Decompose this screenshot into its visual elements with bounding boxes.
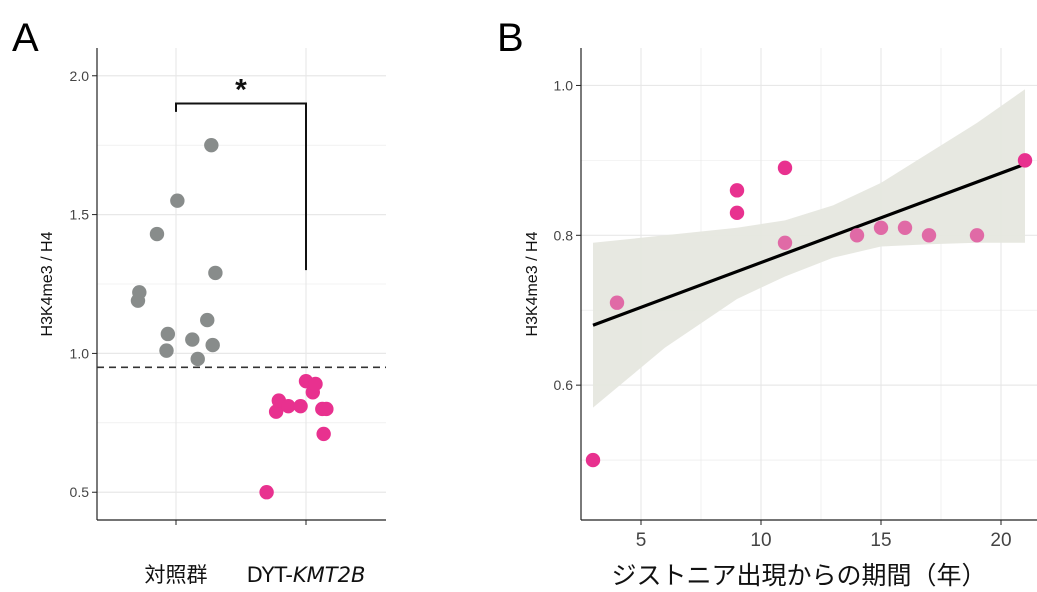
patient-point [308,376,323,392]
data-point [729,205,745,221]
significance-bracket [175,102,307,271]
control-point [185,332,200,347]
chart-a: 0.5 1.0 1.5 2.0 H3K4me3 / H4 対照群 DYT-KMT2B * [39,48,386,587]
regression-line [592,162,1026,327]
control-point [190,351,205,367]
data-point [729,183,745,198]
data-point [897,220,913,236]
panel-b-letter: B [497,16,524,60]
control-point [149,226,165,242]
patient-point [319,401,334,417]
y-tick-label: 0.6 [554,377,574,393]
data-point [1017,153,1033,168]
x-tick-label: 5 [636,530,647,551]
data-point [777,160,793,176]
control-point [132,285,147,300]
control-point [159,343,174,358]
x-tick-label: 10 [750,530,771,551]
y-tick-label: 1.5 [70,207,90,223]
patient-point [268,404,284,419]
y-tick-label: 1.0 [70,345,90,361]
panel-a-letter: A [12,16,39,60]
control-point [170,193,185,208]
y-tick-label: 0.5 [70,484,90,500]
control-point [208,265,223,281]
category-label: 対照群 [145,563,208,587]
patient-point [293,398,308,414]
data-point [585,452,601,468]
x-axis-label: ジストニア出現からの期間（年） [611,561,986,590]
y-tick-label: 2.0 [70,68,90,84]
y-axis-label: H3K4me3 / H4 [524,231,541,336]
control-point [200,312,215,328]
control-point [204,137,219,153]
y-tick-label: 0.8 [554,227,574,243]
category-label: DYT-KMT2B [247,563,366,587]
data-point [969,228,985,243]
x-tick-label: 20 [990,530,1011,551]
confidence-band [593,89,1025,408]
patient-point [259,485,274,500]
y-tick-label: 1.0 [554,77,574,93]
chart-b: 0.6 0.8 1.0 5 10 15 20 H3K4me3 / H4 ジストニア出現からの期間… [524,48,1037,590]
patient-point [281,398,296,414]
data-point [609,295,625,310]
patient-point [316,426,331,442]
data-point [777,235,793,250]
control-point [160,326,176,342]
data-point [873,220,889,236]
data-point [921,228,937,243]
x-tick-label: 15 [870,530,891,551]
significance-label: * [235,74,247,107]
data-point [849,228,865,243]
y-axis-label: H3K4me3 / H4 [39,231,56,336]
control-point [205,337,220,353]
